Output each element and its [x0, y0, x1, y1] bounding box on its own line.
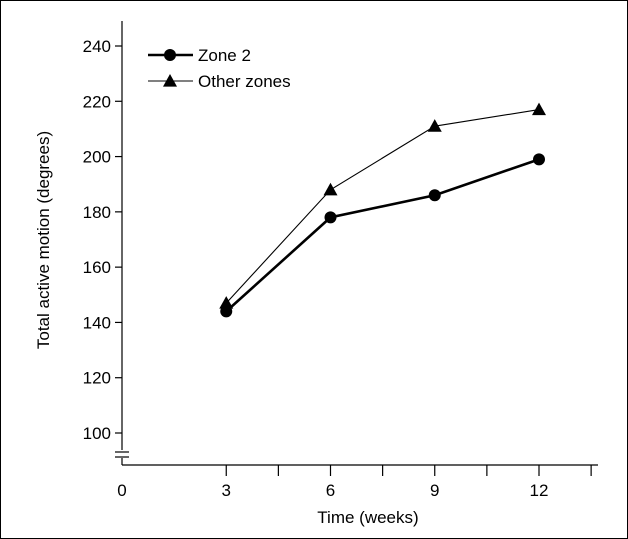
- x-tick-label: 0: [117, 481, 126, 500]
- y-axis-title: Total active motion (degrees): [34, 131, 53, 349]
- y-tick-label: 160: [83, 258, 111, 277]
- legend-item-zone-2: Zone 2: [148, 46, 251, 65]
- data-point-zone-2: [428, 189, 441, 202]
- legend-item-other-zones: Other zones: [148, 72, 291, 91]
- y-tick-label: 120: [83, 369, 111, 388]
- series-line-zone-2: [225, 158, 540, 313]
- legend-label-zone-2: Zone 2: [198, 46, 251, 65]
- data-point-zone-2: [533, 153, 545, 166]
- legend: Zone 2 Other zones: [148, 46, 291, 91]
- data-point-other-zones: [219, 296, 234, 309]
- axes: 100 120 140 160 180 200 220 240 0 3 6 9 12 Time (week…: [34, 21, 598, 527]
- data-point-zone-2: [324, 211, 337, 224]
- y-tick-label: 180: [83, 203, 111, 222]
- y-tick-label: 220: [83, 92, 111, 111]
- x-axis-title: Time (weeks): [317, 508, 418, 527]
- series-zone-2: [220, 153, 545, 318]
- y-tick-label: 200: [83, 148, 111, 167]
- data-point-other-zones: [532, 102, 546, 116]
- legend-marker-other-zones: [163, 74, 177, 87]
- x-tick-label: 9: [430, 481, 439, 500]
- y-tick-label: 140: [83, 313, 111, 332]
- x-tick-label: 12: [530, 481, 549, 500]
- legend-marker-zone-2: [164, 49, 176, 61]
- series-layer: [219, 102, 546, 318]
- data-point-other-zones: [427, 119, 442, 132]
- legend-label-other-zones: Other zones: [198, 72, 291, 91]
- y-tick-label: 100: [83, 424, 111, 443]
- x-tick-label: 3: [222, 481, 231, 500]
- series-other-zones: [219, 102, 546, 309]
- data-point-other-zones: [323, 182, 338, 196]
- data-point-zone-2: [220, 305, 233, 318]
- x-tick-label: 6: [326, 481, 335, 500]
- y-tick-label: 240: [83, 37, 111, 56]
- series-line-other-zones: [225, 109, 540, 304]
